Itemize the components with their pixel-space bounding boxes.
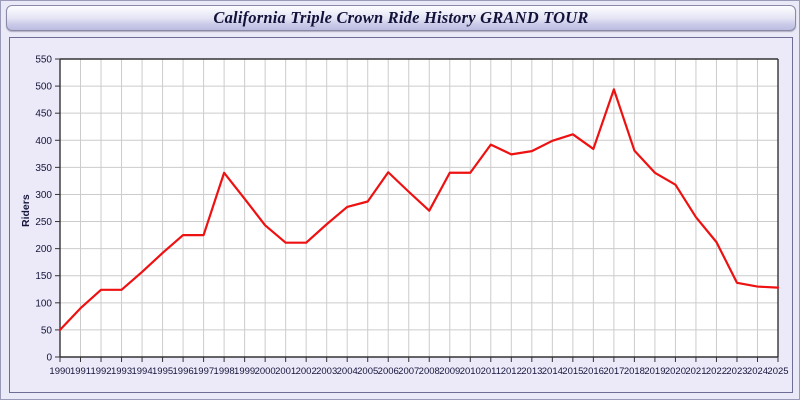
svg-text:2024: 2024 xyxy=(747,366,768,377)
svg-text:2001: 2001 xyxy=(275,366,296,377)
svg-text:2023: 2023 xyxy=(726,366,747,377)
y-axis-labels: 0 50 100 150 200 250 300 350 400 450 500 550 xyxy=(35,55,52,364)
svg-text:400: 400 xyxy=(35,136,52,147)
svg-text:100: 100 xyxy=(35,298,52,309)
svg-text:350: 350 xyxy=(35,163,52,174)
svg-text:500: 500 xyxy=(35,82,52,93)
svg-text:2016: 2016 xyxy=(583,366,604,377)
svg-text:2002: 2002 xyxy=(296,366,317,377)
svg-text:1997: 1997 xyxy=(193,366,214,377)
svg-text:200: 200 xyxy=(35,244,52,255)
svg-text:1993: 1993 xyxy=(111,366,132,377)
x-axis-labels: 1990 1991 1992 1993 1994 1995 1996 1997 1998 1999… xyxy=(49,366,788,377)
svg-text:2021: 2021 xyxy=(685,366,706,377)
svg-text:1996: 1996 xyxy=(173,366,194,377)
svg-text:2011: 2011 xyxy=(481,366,501,377)
svg-text:2003: 2003 xyxy=(316,366,337,377)
svg-text:1992: 1992 xyxy=(90,366,111,377)
svg-text:2004: 2004 xyxy=(337,366,358,377)
svg-text:300: 300 xyxy=(35,190,52,201)
svg-text:1999: 1999 xyxy=(234,366,255,377)
svg-text:2019: 2019 xyxy=(644,366,665,377)
svg-text:2025: 2025 xyxy=(767,366,788,377)
svg-text:250: 250 xyxy=(35,217,52,228)
svg-text:450: 450 xyxy=(35,109,52,120)
svg-text:1998: 1998 xyxy=(214,366,235,377)
svg-text:2009: 2009 xyxy=(439,366,460,377)
plot-area-background xyxy=(60,59,778,357)
x-axis-ticks xyxy=(59,357,779,362)
svg-text:1994: 1994 xyxy=(131,366,152,377)
svg-text:550: 550 xyxy=(35,55,52,66)
page-title: California Triple Crown Ride History GRA… xyxy=(213,8,589,27)
svg-text:2000: 2000 xyxy=(255,366,276,377)
svg-text:2017: 2017 xyxy=(603,366,624,377)
svg-text:2012: 2012 xyxy=(501,366,522,377)
axis-lines xyxy=(59,58,779,358)
svg-text:2014: 2014 xyxy=(542,366,563,377)
y-axis-ticks xyxy=(55,58,60,358)
svg-text:1995: 1995 xyxy=(152,366,173,377)
svg-text:2015: 2015 xyxy=(562,366,583,377)
svg-text:150: 150 xyxy=(35,271,52,282)
svg-text:50: 50 xyxy=(41,325,53,336)
svg-text:2006: 2006 xyxy=(378,366,399,377)
svg-text:2010: 2010 xyxy=(460,366,481,377)
svg-text:2007: 2007 xyxy=(398,366,419,377)
svg-text:2020: 2020 xyxy=(665,366,686,377)
svg-text:1991: 1991 xyxy=(70,366,91,377)
svg-text:2005: 2005 xyxy=(357,366,378,377)
svg-text:0: 0 xyxy=(46,353,52,364)
svg-text:2013: 2013 xyxy=(521,366,542,377)
svg-text:1990: 1990 xyxy=(49,366,70,377)
data-series-riders xyxy=(58,88,780,332)
svg-text:2008: 2008 xyxy=(419,366,440,377)
svg-text:2018: 2018 xyxy=(624,366,645,377)
svg-text:2022: 2022 xyxy=(706,366,727,377)
chart-title-bar: California Triple Crown Ride History GRA… xyxy=(6,5,796,31)
plot-panel: Riders 0 50 100 150 200 250 300 350 400 450 500 550… xyxy=(9,37,793,393)
